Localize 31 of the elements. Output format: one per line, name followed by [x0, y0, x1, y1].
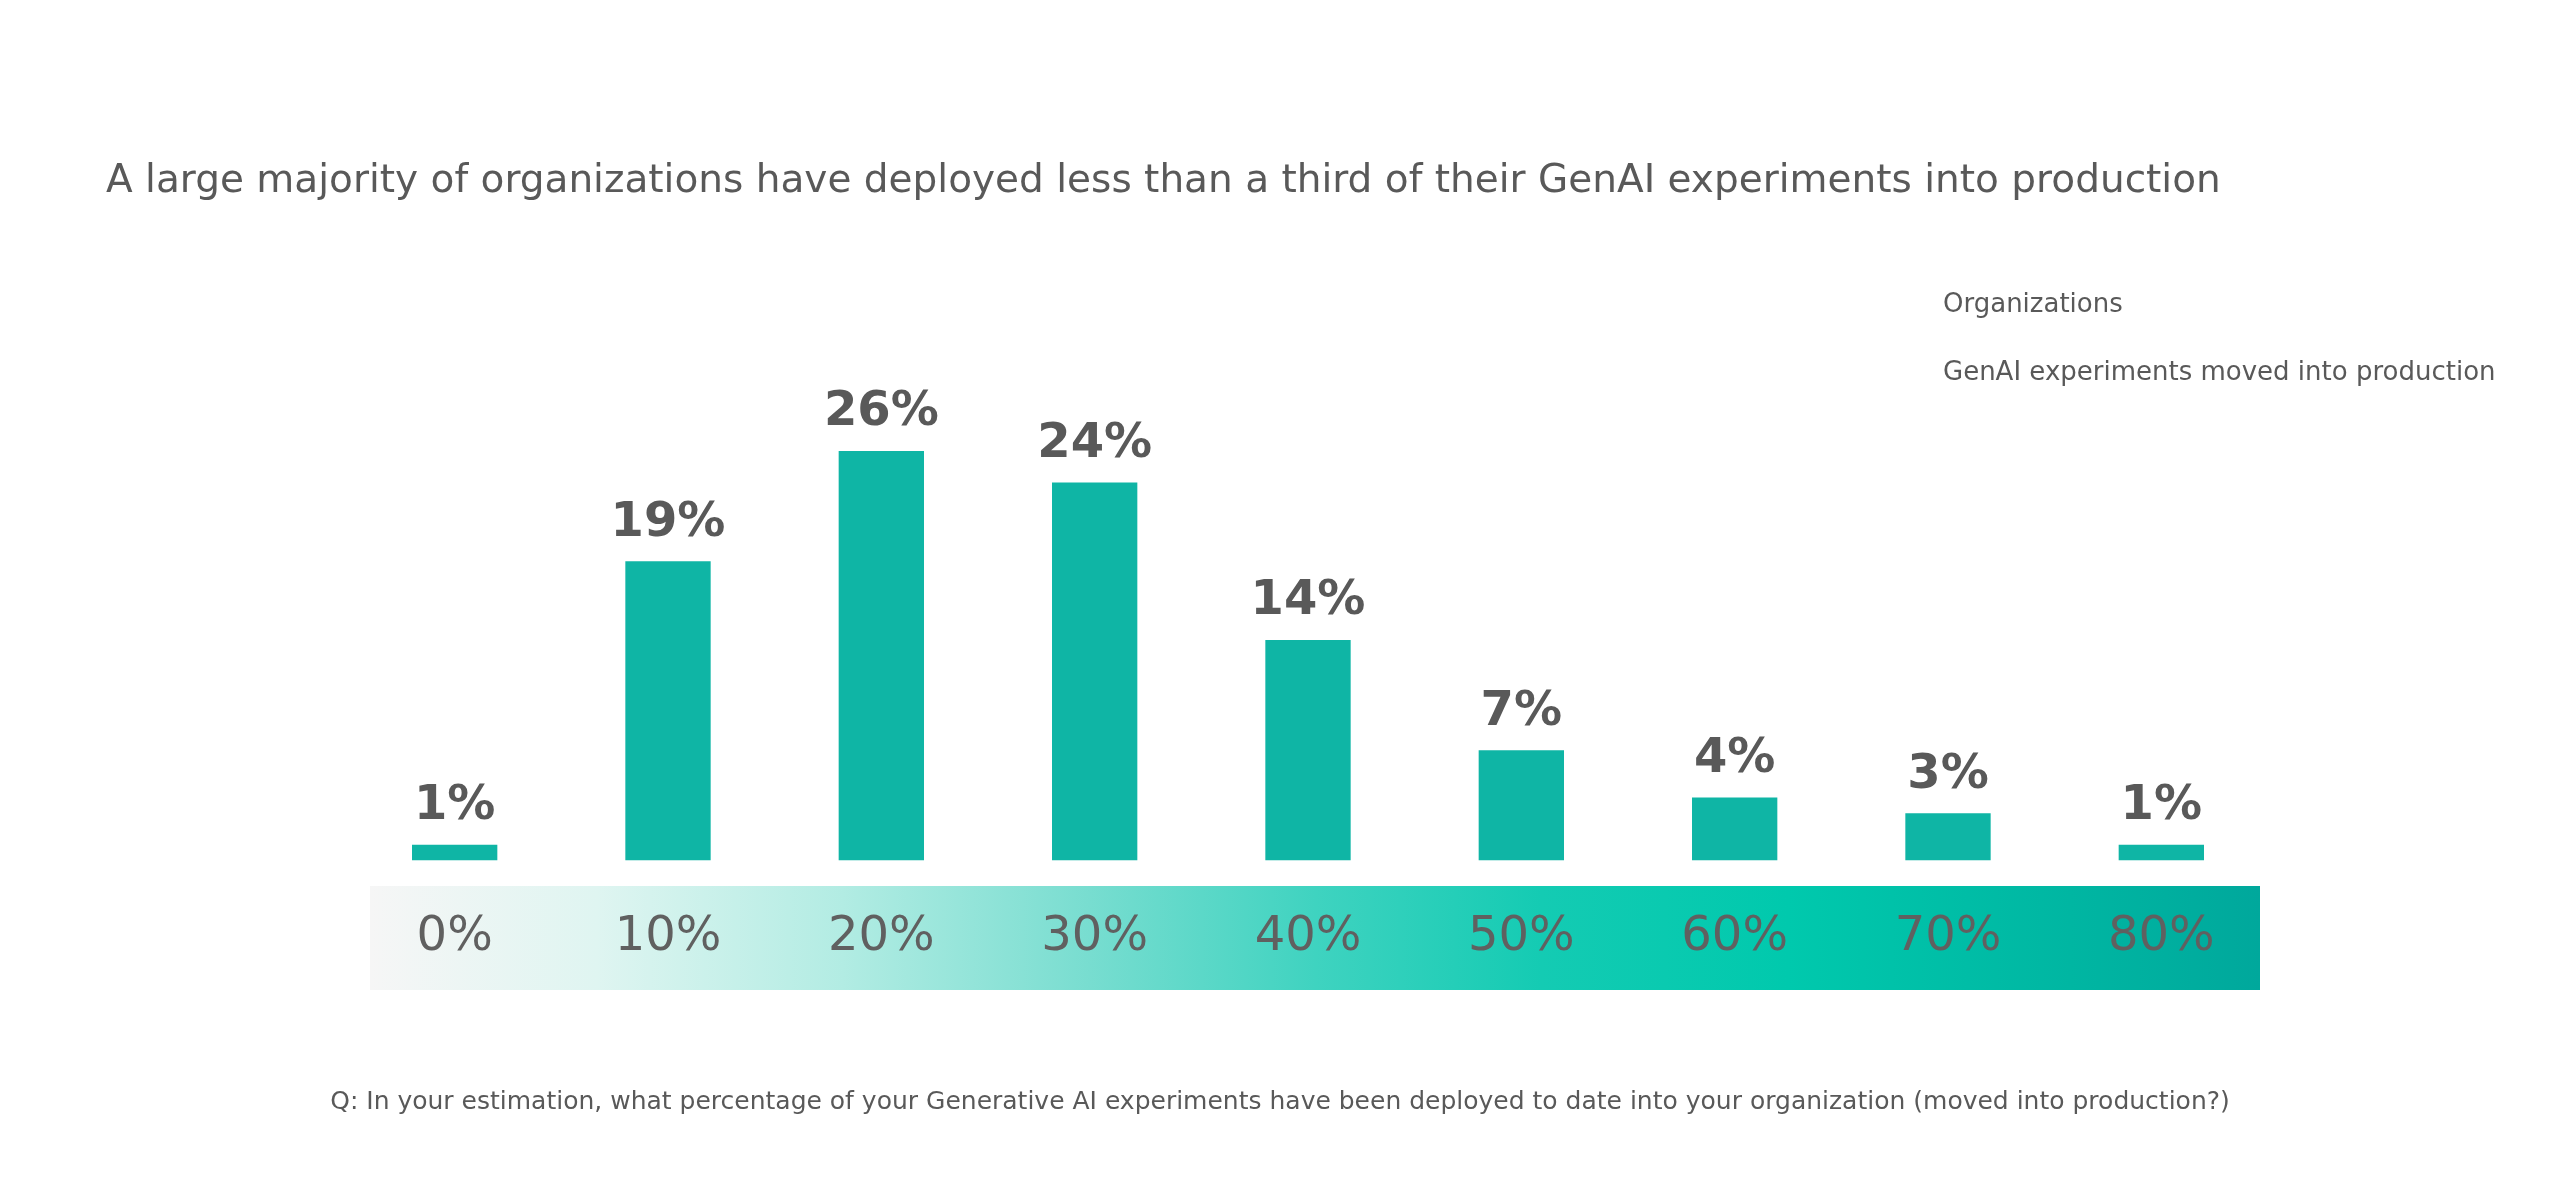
bar — [1478, 750, 1564, 861]
data-label: 1% — [413, 774, 496, 831]
x-tick-label: 0% — [416, 904, 493, 961]
data-label: 4% — [1693, 726, 1776, 783]
bar — [412, 844, 498, 861]
bar — [1692, 797, 1778, 861]
data-label: 19% — [610, 490, 726, 547]
bar — [1052, 482, 1138, 861]
bar — [1905, 813, 1991, 861]
x-tick-label: 60% — [1681, 904, 1789, 961]
x-tick-label: 80% — [2107, 904, 2215, 961]
bar — [838, 450, 924, 861]
data-label: 14% — [1250, 569, 1366, 626]
text: Q: In your estimation, what percentage of your Generative AI experiments have been deployed to date into your organization (moved into production?) — [329, 1086, 2231, 1115]
x-tick-label: 30% — [1041, 904, 1149, 961]
bar — [1265, 639, 1351, 861]
bar — [2118, 844, 2204, 861]
x-tick-label: 40% — [1254, 904, 1362, 961]
text: GenAI experiments moved into production — [1943, 356, 2496, 386]
text: Organizations — [1943, 288, 2123, 318]
bar — [625, 561, 711, 861]
chart-title: A large majority of organizations have deployed less than a third of their GenAI experiments into production — [106, 156, 2221, 201]
x-tick-label: 10% — [614, 904, 722, 961]
x-tick-label: 50% — [1467, 904, 1575, 961]
data-label: 24% — [1037, 411, 1153, 468]
x-tick-label: 20% — [827, 904, 935, 961]
x-tick-label: 70% — [1894, 904, 2002, 961]
data-label: 3% — [1907, 742, 1989, 799]
data-label: 26% — [823, 380, 939, 437]
data-label: 1% — [2120, 774, 2203, 831]
data-label: 7% — [1480, 679, 1563, 736]
